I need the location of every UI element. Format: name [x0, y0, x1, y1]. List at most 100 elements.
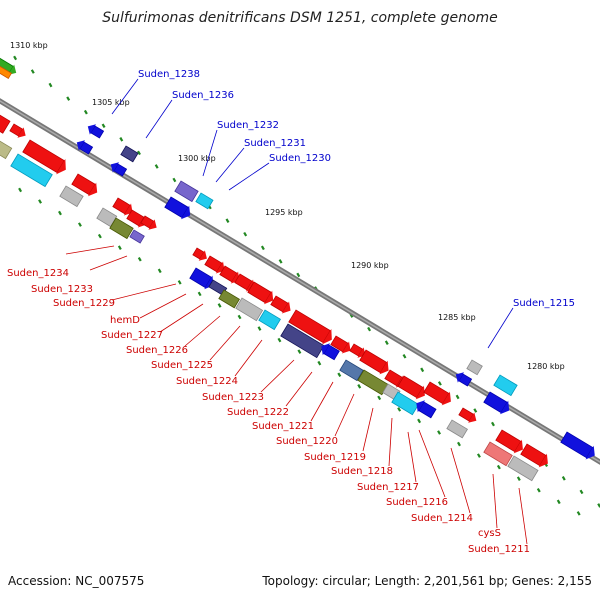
reverse-gene-label: Suden_1225: [151, 360, 213, 371]
scale-dot: [48, 82, 53, 88]
reverse-gene-head: [538, 453, 548, 468]
reverse-gene: [235, 297, 264, 322]
scale-dot: [457, 441, 461, 447]
reverse-gene: [109, 217, 134, 240]
scale-tick-label: 1305 kbp: [92, 98, 130, 107]
scale-dot: [58, 210, 62, 216]
forward-gene-label: Suden_1238: [138, 69, 200, 80]
reverse-leader-line: [310, 381, 334, 422]
forward-leader-line: [145, 99, 173, 139]
reverse-gene-label: cysS: [478, 528, 501, 539]
forward-gene: [195, 192, 214, 210]
topology-text: Topology: circular; Length: 2,201,561 bp…: [262, 574, 592, 588]
reverse-gene-body: [446, 419, 468, 439]
reverse-leader-line: [234, 339, 263, 377]
reverse-gene-head: [415, 385, 425, 400]
scale-dot: [237, 314, 242, 320]
reverse-leader-line: [518, 487, 528, 545]
scale-dot: [597, 503, 600, 508]
forward-gene-head: [455, 372, 465, 383]
scale-dot: [30, 69, 35, 74]
reverse-gene: [423, 381, 451, 406]
scale-tick-label: 1310 kbp: [10, 41, 48, 50]
gene-labels: Suden_1238 Suden_1236 Suden_1232 Suden_1231…: [7, 69, 575, 555]
outer-gene-features: [0, 55, 595, 460]
forward-leader-line: [111, 78, 139, 115]
scale-dot: [83, 109, 88, 115]
reverse-gene-body: [109, 217, 134, 240]
reverse-gene-label: Suden_1226: [126, 345, 188, 356]
reverse-gene: [0, 113, 11, 134]
reverse-gene: [520, 443, 548, 468]
scale-dot: [66, 96, 71, 101]
scale-dot: [157, 268, 162, 274]
forward-gene-head: [585, 445, 595, 460]
inner-gene-features: [0, 113, 548, 482]
scale-dot: [516, 476, 521, 481]
reverse-gene: [0, 139, 13, 160]
reverse-gene-body: [218, 289, 240, 309]
reverse-gene-head: [148, 219, 157, 230]
forward-gene-head: [87, 124, 97, 135]
reverse-gene: [129, 229, 145, 244]
reverse-gene-label: Suden_1211: [468, 544, 530, 555]
reverse-gene-head: [322, 328, 332, 345]
forward-gene-head: [76, 140, 86, 151]
forward-gene: [164, 196, 191, 220]
reverse-gene: [22, 139, 66, 175]
forward-gene-label: Suden_1231: [244, 138, 306, 149]
reverse-gene: [483, 441, 513, 467]
scale-dot: [137, 256, 142, 262]
scale-dot: [437, 381, 442, 386]
accession-text: Accession: NC_007575: [8, 574, 145, 588]
reverse-leader-line: [334, 393, 355, 437]
reverse-gene: [270, 295, 291, 314]
scale-tick-label: 1280 kbp: [527, 362, 565, 371]
scale-dot: [556, 499, 561, 505]
scale-dot: [417, 418, 422, 424]
reverse-gene-head: [198, 250, 207, 261]
reverse-gene-head: [468, 412, 477, 423]
reverse-gene: [507, 455, 539, 482]
scale-dot: [257, 326, 262, 331]
forward-leader-line: [215, 147, 245, 183]
reverse-gene: [446, 419, 468, 439]
reverse-gene-label: Suden_1220: [276, 436, 338, 447]
reverse-gene-body: [339, 359, 364, 382]
scale-tick-labels: 1310 kbp 1305 kbp 1300 kbp 1295 kbp 1290 kbp…: [10, 41, 565, 371]
reverse-leader-line: [260, 359, 295, 393]
scale-dot: [137, 150, 141, 156]
reverse-gene-head: [321, 343, 331, 356]
reverse-gene-head: [87, 182, 98, 197]
reverse-gene-label: Suden_1218: [331, 466, 393, 477]
reverse-gene-head: [379, 360, 389, 375]
scale-tick-label: 1300 kbp: [178, 154, 216, 163]
scale-dot: [13, 55, 18, 61]
reverse-gene: [339, 359, 364, 382]
scale-dot: [384, 340, 389, 345]
scale-dot: [579, 489, 584, 495]
forward-gene-label: Suden_1215: [513, 298, 575, 309]
forward-gene-body: [466, 359, 483, 376]
forward-gene-head: [180, 205, 191, 220]
reverse-gene: [10, 153, 53, 188]
forward-gene: [174, 180, 199, 203]
scale-dot: [77, 222, 82, 227]
scale-dot: [397, 407, 402, 412]
scale-dot: [496, 464, 501, 470]
scale-dot: [576, 511, 581, 516]
scale-dot: [172, 177, 177, 183]
scale-dot: [367, 326, 372, 332]
reverse-gene: [280, 323, 325, 359]
scale-dot: [197, 291, 202, 297]
reverse-gene-head: [17, 127, 26, 138]
forward-gene: [560, 431, 595, 460]
forward-gene: [483, 391, 510, 415]
scale-dot: [473, 408, 478, 413]
reverse-gene: [495, 429, 523, 454]
map-title: Sulfurimonas denitrificans DSM 1251, com…: [102, 10, 498, 26]
reverse-leader-line: [139, 293, 187, 319]
scale-dot: [476, 453, 481, 458]
reverse-gene-label: Suden_1229: [53, 298, 115, 309]
